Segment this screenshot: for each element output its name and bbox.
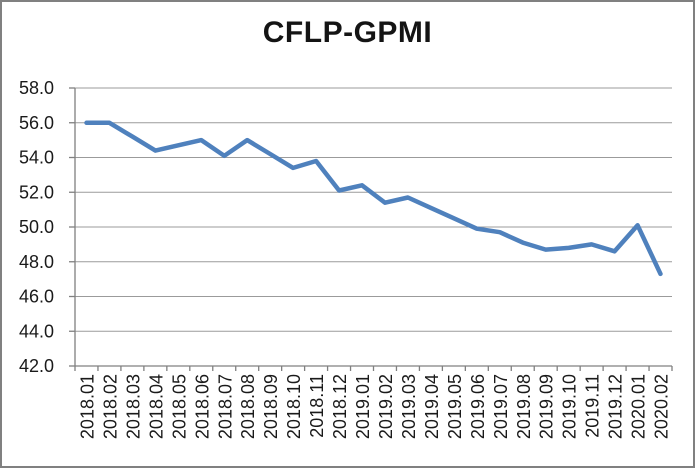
x-tick-label: 2018.06 [192,374,212,439]
x-tick-label: 2018.03 [123,374,143,439]
x-axis-labels: 2018.01 2018.02 2018.03 2018.04 2018.05 2018.… [77,374,671,439]
x-tick-label: 2018.04 [146,374,166,439]
pmi-series-line [84,120,663,277]
x-tick-label: 2018.05 [169,374,189,439]
x-tick-label: 2018.01 [77,374,97,439]
x-tick-label: 2019.09 [537,374,557,439]
y-tick-label: 44.0 [19,321,54,341]
x-tick-label: 2019.08 [514,374,534,439]
x-tick-label: 2018.02 [100,374,120,439]
y-tick-label: 50.0 [19,217,54,237]
x-tick-label: 2019.03 [399,374,419,439]
y-gridlines [75,87,672,332]
y-tick-label: 46.0 [19,287,54,307]
y-tick-label: 58.0 [19,78,54,98]
y-tick-label: 54.0 [19,148,54,168]
chart-title: CFLP-GPMI [262,16,433,49]
x-tick-label: 2020.02 [652,374,672,439]
x-tick-label: 2019.10 [560,374,580,439]
x-tick-label: 2019.01 [353,374,373,439]
y-tick-label: 52.0 [19,182,54,202]
y-axis-ticks [69,87,75,367]
x-tick-label: 2020.01 [629,374,649,439]
y-tick-label: 56.0 [19,113,54,133]
x-tick-label: 2018.11 [307,374,327,438]
y-tick-label: 48.0 [19,252,54,272]
x-tick-label: 2018.10 [284,374,304,439]
x-tick-label: 2019.02 [376,374,396,439]
y-tick-label: 42.0 [19,356,54,376]
x-tick-label: 2019.11 [583,374,603,438]
x-tick-label: 2019.04 [422,374,442,439]
x-tick-label: 2019.12 [606,374,626,439]
x-tick-label: 2019.07 [491,374,511,439]
x-tick-label: 2019.06 [468,374,488,439]
x-tick-label: 2018.08 [238,374,258,439]
x-tick-label: 2018.09 [261,374,281,439]
y-axis-labels: 42.0 44.0 46.0 48.0 50.0 52.0 54.0 56.0 58.0 [19,78,54,376]
x-axis-ticks [74,366,673,371]
x-tick-label: 2018.07 [215,374,235,439]
x-tick-label: 2018.12 [330,374,350,439]
x-tick-label: 2019.05 [445,374,465,439]
